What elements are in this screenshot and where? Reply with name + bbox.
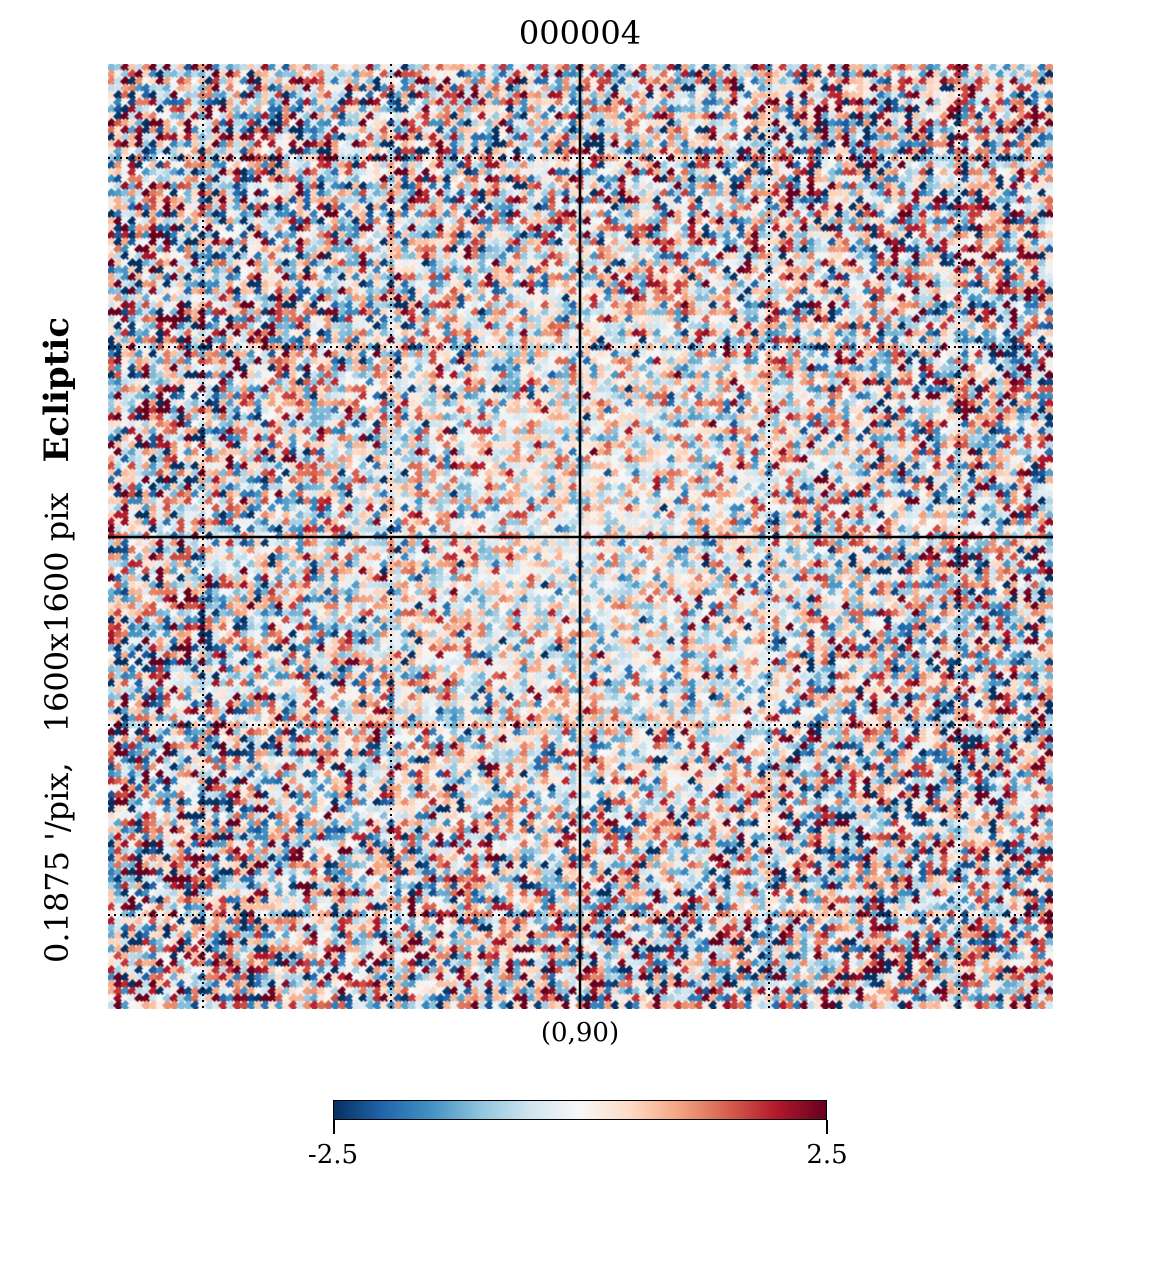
resolution-label: 0.1875 '/pix, bbox=[38, 762, 76, 964]
colorbar-min-tick bbox=[333, 1120, 335, 1134]
projection-center-label: (0,90) bbox=[540, 1018, 620, 1048]
coord-system-label: Ecliptic bbox=[37, 316, 77, 463]
map-side-label: 0.1875 '/pix, 1600x1600 pix Ecliptic bbox=[32, 140, 82, 1140]
colorbar-max-tick bbox=[826, 1120, 828, 1134]
colorbar bbox=[333, 1100, 827, 1120]
colorbar-max-label: 2.5 bbox=[806, 1140, 848, 1170]
gnomonic-map bbox=[108, 64, 1053, 1009]
graticule-overlay bbox=[108, 64, 1053, 1009]
colorbar-min-label: -2.5 bbox=[307, 1140, 359, 1170]
size-label: 1600x1600 pix bbox=[38, 492, 76, 733]
chart-title: 000004 bbox=[518, 14, 642, 52]
